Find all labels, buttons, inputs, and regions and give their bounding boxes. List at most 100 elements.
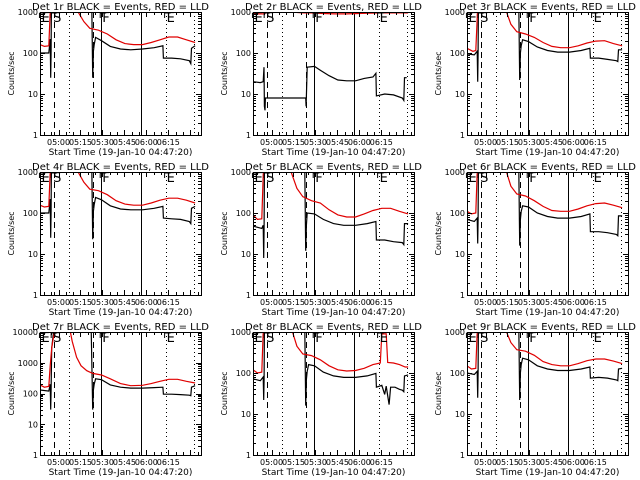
- phase-marker-s: S: [480, 171, 488, 186]
- x-tick-label: 05:00: [260, 458, 283, 467]
- x-tick-label: 06:00: [562, 138, 585, 147]
- chart-title: Det 5r BLACK = Events, RED = LLD: [245, 162, 422, 173]
- x-tick-label: 06:00: [135, 298, 158, 307]
- series-events: [467, 332, 623, 401]
- phase-marker-f: F: [529, 11, 536, 26]
- phase-marker-e: E: [468, 11, 476, 26]
- x-tick-label: 06:00: [348, 138, 371, 147]
- plot-frame: [467, 172, 629, 296]
- y-tick-label: 100: [450, 49, 465, 58]
- x-tick-label: 05:15: [282, 298, 305, 307]
- reference-lines: [481, 332, 622, 455]
- y-tick-label: 10: [241, 90, 251, 99]
- reference-lines: [54, 172, 195, 295]
- x-tick-label: 06:00: [135, 138, 158, 147]
- y-tick-label: 1000: [445, 168, 465, 177]
- x-tick-label: 05:45: [326, 458, 349, 467]
- y-axis-label: Counts/sec: [434, 211, 443, 255]
- y-tick-label: 1: [460, 291, 465, 300]
- x-tick-label: 05:45: [540, 458, 563, 467]
- x-tick-label: 06:15: [157, 138, 180, 147]
- y-tick-label: 10: [455, 250, 465, 259]
- x-tick-label: 05:00: [47, 458, 70, 467]
- chart-title: Det 9r BLACK = Events, RED = LLD: [459, 322, 636, 333]
- phase-marker-e: E: [167, 331, 175, 346]
- x-tick-label: 06:00: [348, 298, 371, 307]
- y-tick-label: 1000: [445, 8, 465, 17]
- phase-marker-e: E: [380, 11, 388, 26]
- x-tick-label: 05:15: [496, 298, 519, 307]
- y-axis-label: Counts/sec: [7, 211, 16, 255]
- y-tick-label: 10: [455, 410, 465, 419]
- y-axis-label: Counts/sec: [7, 371, 16, 415]
- plot-frame: [40, 172, 202, 296]
- chart-title: Det 6r BLACK = Events, RED = LLD: [459, 162, 636, 173]
- y-tick-label: 1000: [231, 8, 251, 17]
- y-axis-label: Counts/sec: [220, 211, 229, 255]
- x-tick-label: 05:30: [304, 298, 327, 307]
- series-events: [40, 12, 196, 78]
- phase-marker-f: F: [102, 331, 109, 346]
- series-lld: [253, 172, 409, 221]
- x-tick-label: 05:30: [518, 138, 541, 147]
- chart-title: Det 3r BLACK = Events, RED = LLD: [459, 2, 636, 13]
- x-tick-label: 05:15: [282, 458, 305, 467]
- x-axis-label: Start Time (19-Jan-10 04:47:20): [49, 148, 193, 158]
- x-tick-label: 05:45: [326, 298, 349, 307]
- x-tick-label: 05:00: [474, 298, 497, 307]
- reference-lines: [481, 12, 622, 135]
- y-tick-label: 10: [28, 250, 38, 259]
- y-tick-label: 1: [33, 131, 38, 140]
- x-tick-label: 06:15: [584, 298, 607, 307]
- x-tick-label: 05:15: [496, 138, 519, 147]
- phase-marker-s: S: [266, 11, 274, 26]
- phase-marker-s: S: [53, 331, 61, 346]
- chart-title: Det 7r BLACK = Events, RED = LLD: [32, 322, 209, 333]
- y-tick-label: 1000: [18, 359, 38, 368]
- phase-marker-f: F: [529, 171, 536, 186]
- x-tick-label: 05:45: [113, 138, 136, 147]
- phase-marker-s: S: [266, 171, 274, 186]
- x-axis-label: Start Time (19-Jan-10 04:47:20): [476, 308, 620, 318]
- x-axis-label: Start Time (19-Jan-10 04:47:20): [476, 468, 620, 478]
- series-events: [467, 12, 623, 82]
- phase-marker-f: F: [315, 11, 322, 26]
- y-axis: [40, 12, 201, 136]
- reference-lines: [267, 172, 408, 295]
- x-axis: [44, 332, 199, 455]
- x-axis: [471, 172, 626, 295]
- y-tick-label: 100: [450, 209, 465, 218]
- phase-marker-s: S: [480, 11, 488, 26]
- plot-frame: [253, 172, 415, 296]
- x-tick-label: 05:15: [69, 138, 92, 147]
- x-tick-label: 06:00: [562, 458, 585, 467]
- y-tick-label: 1: [246, 291, 251, 300]
- y-tick-label: 100: [236, 209, 251, 218]
- x-tick-label: 05:15: [496, 458, 519, 467]
- reference-lines: [481, 172, 622, 295]
- x-axis: [44, 12, 199, 135]
- x-tick-label: 06:00: [135, 458, 158, 467]
- phase-marker-e: E: [254, 11, 262, 26]
- phase-marker-e: E: [594, 11, 602, 26]
- y-axis: [253, 172, 414, 296]
- y-tick-label: 100: [23, 209, 38, 218]
- series-lld: [40, 332, 196, 388]
- y-axis: [467, 172, 628, 296]
- y-tick-label: 1: [33, 451, 38, 460]
- phase-marker-s: S: [266, 331, 274, 346]
- x-tick-label: 05:00: [260, 138, 283, 147]
- x-tick-label: 05:30: [304, 138, 327, 147]
- x-axis-label: Start Time (19-Jan-10 04:47:20): [262, 148, 406, 158]
- x-tick-label: 05:00: [260, 298, 283, 307]
- x-axis-label: Start Time (19-Jan-10 04:47:20): [49, 308, 193, 318]
- x-tick-label: 05:30: [91, 458, 114, 467]
- y-tick-label: 1000: [18, 168, 38, 177]
- reference-lines: [54, 12, 195, 135]
- x-tick-label: 05:15: [282, 138, 305, 147]
- x-tick-label: 05:00: [474, 138, 497, 147]
